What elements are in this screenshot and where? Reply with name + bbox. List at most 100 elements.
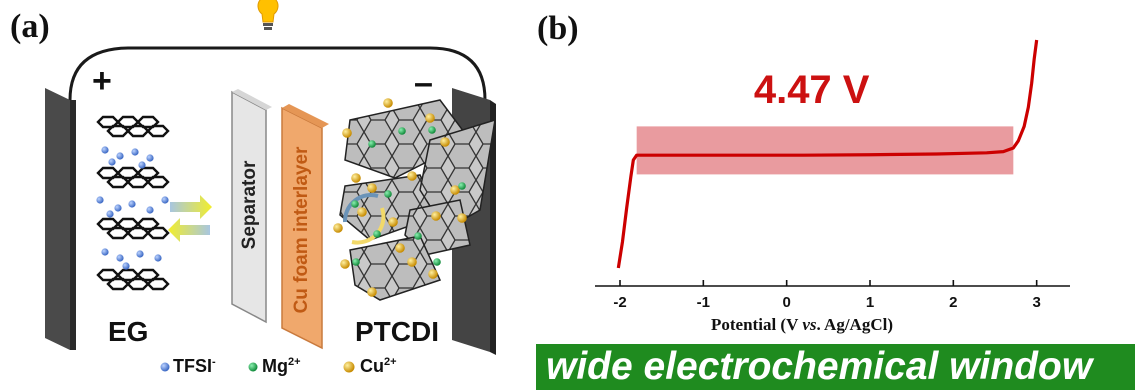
cu-ion xyxy=(440,137,450,147)
mg-ion xyxy=(351,200,359,208)
graphite-hexagon xyxy=(126,175,150,189)
cu-ion xyxy=(428,269,438,279)
panel-b-label: (b) xyxy=(537,10,579,47)
tfsi-ion xyxy=(128,200,136,208)
x-tick-label: 3 xyxy=(1032,294,1040,311)
lsv-chart: -2 -1 0 1 2 3 4.47 V Potential (V vs. Ag/AgCl… xyxy=(595,39,1070,334)
tfsi-ion xyxy=(116,254,124,262)
tfsi-ion xyxy=(146,206,154,214)
external-circuit-wire xyxy=(68,46,487,101)
stability-window-band xyxy=(636,126,1014,175)
tfsi-ions xyxy=(96,146,169,270)
x-tick-label: 1 xyxy=(866,294,874,311)
cu-ion xyxy=(425,113,435,123)
light-bulb-icon xyxy=(257,0,279,30)
tfsi-ion xyxy=(138,161,146,169)
cu-ion xyxy=(340,259,350,269)
cu-ion xyxy=(407,171,417,181)
mg-ion xyxy=(398,127,406,135)
mg-ion xyxy=(384,190,392,198)
mg-ion xyxy=(458,182,466,190)
graphite-hexagon xyxy=(126,124,150,138)
graphite-hexagon xyxy=(126,277,150,291)
tfsi-ion xyxy=(108,158,116,166)
legend-cu-text: Cu xyxy=(360,356,384,376)
cu-ion xyxy=(383,98,393,108)
interlayer-label: Cu foam interlayer xyxy=(291,146,312,314)
graphite-hexagon xyxy=(126,226,150,240)
tfsi-ion xyxy=(122,262,130,270)
ptcdi-molecules xyxy=(339,99,496,301)
mg-cu-ions xyxy=(333,98,467,297)
legend-cu: Cu2+ xyxy=(360,356,397,377)
legend-tfsi: TFSI- xyxy=(173,356,216,377)
tfsi-ion xyxy=(101,146,109,154)
positive-electrode-plate xyxy=(45,88,76,350)
graphite-hexagon xyxy=(146,277,170,291)
banner-text: wide electrochemical window xyxy=(546,345,1093,388)
tfsi-ion xyxy=(161,196,169,204)
tfsi-ion xyxy=(131,148,139,156)
graphite-hexagon xyxy=(106,124,130,138)
legend-tfsi-charge: - xyxy=(212,356,216,368)
x-tick-label: 2 xyxy=(949,294,957,311)
mg-ion xyxy=(368,140,376,148)
graphite-hexagon xyxy=(146,175,170,189)
graphite-hexagon xyxy=(106,175,130,189)
mg-ion xyxy=(433,258,441,266)
graphite-hexagon xyxy=(146,124,170,138)
legend-tfsi-dot xyxy=(160,362,170,372)
x-axis-label: Potential (V vs. Ag/AgCl) xyxy=(711,315,893,334)
cu-foam-interlayer xyxy=(281,104,329,350)
x-tick-label: 0 xyxy=(782,294,790,311)
cu-ion xyxy=(450,185,460,195)
arrow-left-icon xyxy=(168,218,210,242)
cu-ion xyxy=(351,173,361,183)
negative-sign: – xyxy=(414,64,433,102)
legend-mg-text: Mg xyxy=(262,356,288,376)
panel-a-label: (a) xyxy=(10,8,50,45)
graphite-hexagon xyxy=(106,277,130,291)
mg-ion xyxy=(428,126,436,134)
graphite-layer xyxy=(96,217,170,240)
legend-mg-charge: 2+ xyxy=(288,356,301,368)
x-tick-label: -2 xyxy=(613,294,626,311)
expanded-graphite-layers xyxy=(96,115,170,291)
graphite-layer xyxy=(96,166,170,189)
separator-sheet xyxy=(231,89,272,324)
tfsi-ion xyxy=(114,204,122,212)
cu-ion xyxy=(388,217,398,227)
tfsi-ion xyxy=(136,250,144,258)
cu-ion xyxy=(367,287,377,297)
graphite-hexagon xyxy=(146,226,170,240)
mg-ion xyxy=(373,230,381,238)
window-annotation: 4.47 V xyxy=(754,68,870,112)
tfsi-ion xyxy=(106,210,114,218)
mg-ion xyxy=(414,232,422,240)
tfsi-ion xyxy=(154,254,162,262)
series-line xyxy=(616,39,1039,269)
legend-mg-dot xyxy=(248,362,258,372)
graphite-layer xyxy=(96,115,170,138)
tfsi-ion xyxy=(116,152,124,160)
cu-ion xyxy=(342,128,352,138)
ptcdi-label: PTCDI xyxy=(355,316,439,347)
cu-ion xyxy=(395,243,405,253)
cu-ion xyxy=(333,223,343,233)
eg-label: EG xyxy=(108,316,149,347)
graphite-hexagon xyxy=(106,226,130,240)
highlight-banner: wide electrochemical window xyxy=(536,344,1135,390)
legend-cu-dot xyxy=(343,361,355,373)
arrow-right-icon xyxy=(170,195,212,219)
tfsi-ion xyxy=(146,154,154,162)
separator-label: Separator xyxy=(239,160,260,250)
legend-mg: Mg2+ xyxy=(262,356,301,377)
cu-ion xyxy=(357,207,367,217)
x-tick-label: -1 xyxy=(697,294,710,311)
cu-ion xyxy=(367,183,377,193)
battery-schematic xyxy=(45,0,496,373)
tfsi-ion xyxy=(101,248,109,256)
positive-sign: + xyxy=(92,62,112,100)
cu-ion xyxy=(431,211,441,221)
legend-tfsi-text: TFSI xyxy=(173,356,212,376)
